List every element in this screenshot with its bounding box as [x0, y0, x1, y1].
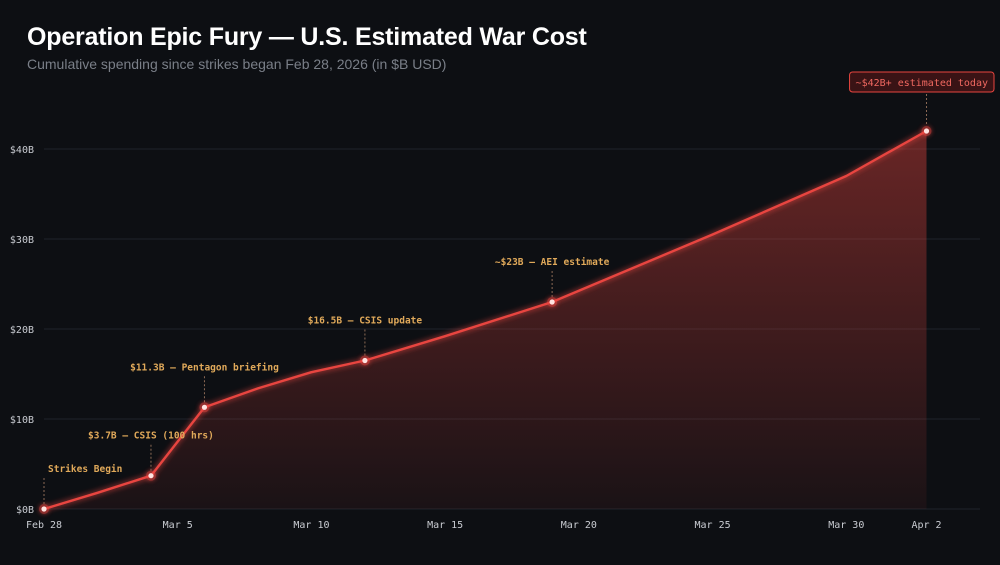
x-tick-label: Mar 30 [828, 520, 864, 531]
x-tick-label: Mar 25 [695, 520, 731, 531]
y-tick-label: $20B [10, 325, 34, 336]
data-point [923, 128, 930, 134]
annotation-label: $3.7B — CSIS (100 hrs) [88, 431, 214, 442]
y-tick-label: $10B [10, 415, 34, 426]
data-point [41, 506, 47, 512]
chart-title: Operation Epic Fury — U.S. Estimated War… [27, 23, 587, 51]
data-point [549, 299, 555, 305]
annotation-label: Strikes Begin [48, 464, 122, 475]
x-tick-label: Mar 5 [163, 520, 193, 531]
data-point [362, 357, 368, 364]
x-tick-label: Apr 2 [911, 520, 941, 531]
x-tick-label: Mar 15 [427, 520, 463, 531]
data-point [201, 404, 208, 410]
y-tick-label: $30B [10, 235, 34, 246]
chart-subtitle: Cumulative spending since strikes began … [27, 56, 447, 72]
x-tick-label: Mar 20 [561, 520, 597, 531]
peak-badge [849, 71, 995, 93]
x-tick-label: Feb 28 [26, 520, 62, 531]
x-tick-label: Mar 10 [293, 520, 329, 531]
series-area [44, 131, 927, 509]
annotation-label: $16.5B — CSIS update [308, 316, 423, 327]
series-line [42, 129, 928, 511]
data-point [148, 473, 154, 479]
annotation-label: ~$23B — AEI estimate [495, 257, 610, 268]
y-tick-label: $0B [16, 505, 34, 516]
annotation-label: $11.3B — Pentagon briefing [130, 362, 279, 373]
y-tick-label: $40B [10, 145, 34, 156]
peak-badge-label: ~$42B+ estimated today [856, 78, 988, 89]
